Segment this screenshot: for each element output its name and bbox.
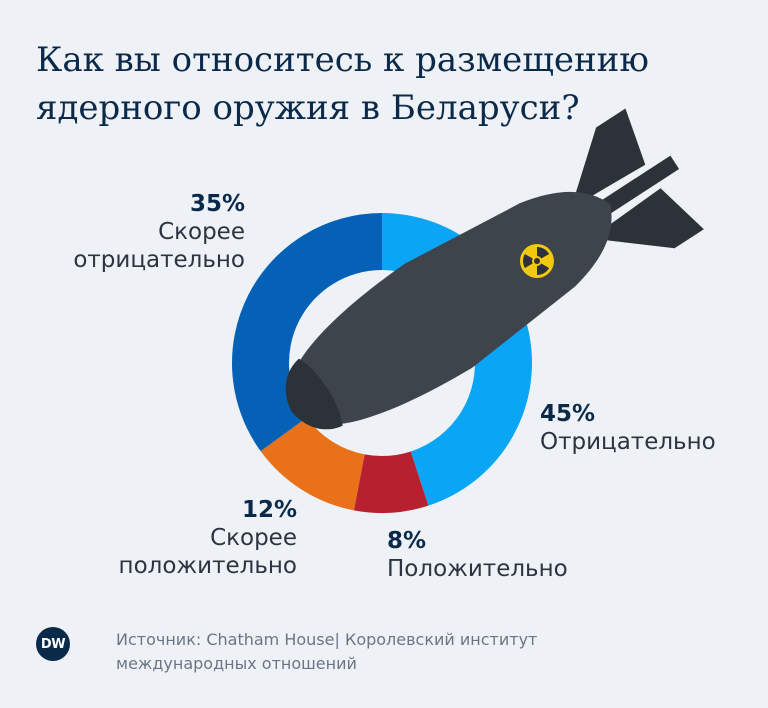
dw-logo: DW [36, 627, 70, 661]
category-label: Скорее положительно [118, 525, 297, 579]
title-line-2: ядерного оружия в Беларуси? [36, 88, 580, 128]
title-line-1: Как вы относитесь к размещению [36, 40, 649, 80]
source-note: Источник: Chatham House| Королевский инс… [116, 630, 538, 673]
donut-slice-3 [260, 417, 365, 511]
nuclear-bomb-icon [285, 108, 704, 430]
bomb-tail-fin-bottom [590, 188, 704, 249]
bomb-tail-fin-top [570, 108, 646, 209]
bomb-tail-fin-mid [593, 155, 680, 220]
bomb-nose [285, 358, 343, 430]
category-label: Отрицательно [540, 429, 716, 455]
value-label: 35% [189, 191, 245, 217]
value-label: 45% [540, 401, 596, 427]
category-label: Скорее отрицательно [73, 219, 245, 273]
chart-title: Как вы относитесь к размещению ядерного … [36, 36, 736, 132]
donut-slice-4 [232, 213, 382, 452]
category-label: Положительно [387, 556, 568, 582]
value-label: 8% [387, 528, 427, 554]
label-otritsatelno: 45% Отрицательно [540, 400, 740, 456]
value-label: 12% [241, 497, 297, 523]
label-skoree-polozhitelno: 12% Скорее положительно [90, 496, 297, 580]
label-polozhitelno: 8% Положительно [387, 527, 607, 583]
label-skoree-otritsatelno: 35% Скорее отрицательно [40, 190, 245, 274]
donut-slice-2 [353, 451, 429, 513]
